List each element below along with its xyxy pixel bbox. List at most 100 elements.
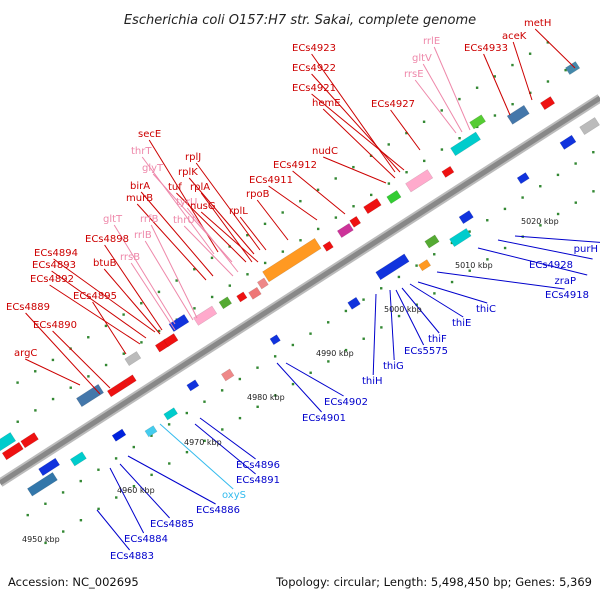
feature-label: argC (14, 348, 37, 359)
feature-label: rplJ (185, 152, 201, 163)
gene-feature (218, 296, 233, 310)
feature-label: gltT (103, 214, 123, 225)
gene-feature (565, 61, 581, 76)
gene-feature (441, 165, 455, 178)
feature-label: gltV (412, 53, 432, 64)
gene-feature (256, 277, 269, 290)
gene-feature (123, 374, 137, 387)
feature-label: ECs4884 (124, 534, 168, 545)
feature-label: rplA (190, 182, 210, 193)
gene-feature (579, 117, 600, 136)
feature-label: secE (138, 129, 161, 140)
tick-label: 5010 kbp (455, 261, 493, 270)
feature-label: purH (574, 244, 598, 255)
genome-summary-text: Topology: circular; Length: 5,498,450 bp… (275, 575, 592, 589)
feature-label: ECs4911 (249, 175, 293, 186)
feature-label: thrU (173, 215, 195, 226)
gene-feature (0, 432, 17, 455)
feature-label: nusG (190, 201, 216, 212)
feature-label: thiC (476, 304, 496, 315)
gene-feature (163, 407, 178, 421)
feature-label: nudC (312, 146, 338, 157)
gene-feature (449, 227, 472, 248)
tick-label: 5000 kbp (384, 305, 422, 314)
gene-feature (220, 368, 235, 382)
feature-label: ECs4928 (529, 260, 573, 271)
gene-feature (450, 131, 481, 157)
feature-label: rplL (229, 206, 248, 217)
feature-label: ECs4889 (6, 302, 50, 313)
gene-feature (1, 441, 24, 461)
tick-label: 4950 kbp (22, 535, 60, 544)
feature-label: ECs4902 (324, 397, 368, 408)
feature-label: ECs4885 (150, 519, 194, 530)
gene-feature (405, 169, 434, 193)
feature-label: ECs4893 (32, 260, 76, 271)
feature-label: rplK (178, 167, 198, 178)
gene-feature (38, 457, 61, 477)
genome-backbone (0, 94, 600, 487)
feature-label: thiH (362, 376, 383, 387)
gene-feature (163, 333, 179, 348)
tick-label: 4990 kbp (316, 349, 354, 358)
gene-feature (418, 259, 432, 272)
feature-label: rrlE (423, 36, 440, 47)
gene-feature (363, 197, 382, 215)
feature-label: oxyS (222, 490, 246, 501)
feature-label: btuB (93, 258, 117, 269)
gene-feature (168, 314, 190, 333)
feature-label: ECs4896 (236, 460, 280, 471)
gene-feature (144, 425, 158, 438)
gene-feature (336, 223, 354, 239)
feature-label: rrfB (140, 214, 159, 225)
gene-feature (506, 104, 530, 125)
feature-label: ECs4921 (292, 83, 336, 94)
accession-text: Accession: NC_002695 (8, 575, 139, 589)
feature-label: zraP (554, 276, 576, 287)
feature-label: ECs4927 (371, 99, 415, 110)
feature-label: rrlB (134, 230, 152, 241)
feature-label: tuf (168, 182, 182, 193)
feature-label: ECs4901 (302, 413, 346, 424)
feature-label: ECs4922 (292, 63, 336, 74)
feature-label: thiG (383, 361, 404, 372)
feature-labels: ECs4923 ECs4922 ECs4921 hemE ECs4927 rrlE gltV… (6, 18, 598, 562)
gene-feature (540, 96, 556, 111)
feature-label: hemE (312, 98, 341, 109)
gene-feature (262, 237, 322, 283)
gene-feature (424, 234, 440, 249)
feature-label: ECs4891 (236, 475, 280, 486)
gene-feature (69, 451, 87, 467)
tick-labels: 4950 kbp 4960 kbp 4970 kbp 4980 kbp 4990 kbp… (22, 217, 559, 544)
gene-feature (559, 134, 577, 150)
gene-feature (186, 379, 200, 392)
gene-feature (248, 286, 262, 300)
gene-feature (236, 291, 248, 303)
tick-label: 4960 kbp (117, 486, 155, 495)
gene-feature (386, 190, 402, 204)
tick-label: 4980 kbp (247, 393, 285, 402)
feature-label: aceK (502, 31, 527, 42)
feature-label: ECs4892 (30, 274, 74, 285)
gene-feature (20, 432, 39, 449)
gene-feature (76, 383, 105, 408)
gene-feature (458, 210, 474, 225)
feature-label: ECs5575 (404, 346, 448, 357)
feature-label: ECs4918 (545, 290, 589, 301)
feature-label: glyT (142, 163, 164, 174)
feature-label: thiF (428, 334, 447, 345)
feature-label: rpoB (246, 189, 270, 200)
feature-label: thiE (452, 318, 471, 329)
feature-label: rrsB (120, 252, 140, 263)
gene-feature (193, 305, 218, 326)
feature-label: thrT (131, 146, 152, 157)
feature-label: ECs4933 (464, 43, 508, 54)
gene-feature (322, 240, 334, 252)
feature-label: ECs4883 (110, 551, 154, 562)
feature-label: ECs4894 (34, 248, 78, 259)
feature-label: metH (524, 18, 551, 29)
feature-label: ECs4886 (196, 505, 240, 516)
tick-label: 5020 kbp (521, 217, 559, 226)
feature-label: murB (126, 193, 153, 204)
